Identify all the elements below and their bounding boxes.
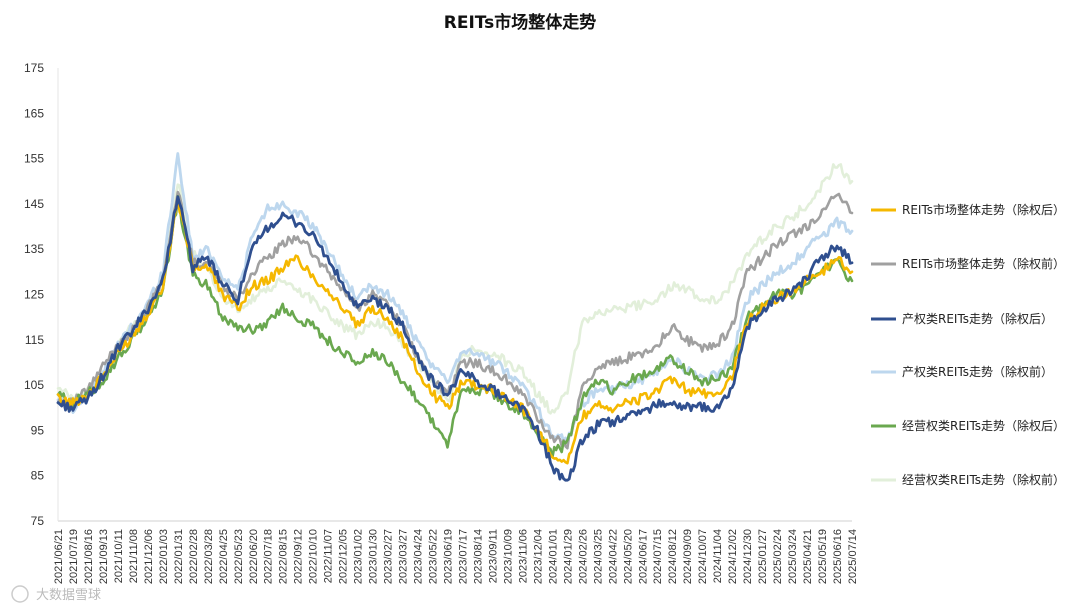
x-tick-label: 2023/10/09 (502, 529, 514, 584)
y-tick-label: 105 (24, 378, 44, 392)
x-tick-label: 2021/12/06 (143, 529, 155, 584)
x-tick-label: 2023/07/17 (457, 529, 469, 584)
x-tick-label: 2024/12/30 (742, 529, 754, 584)
x-tick-label: 2022/08/15 (278, 529, 290, 584)
y-tick-label: 175 (24, 61, 44, 75)
y-tick-label: 115 (25, 333, 44, 347)
y-axis-ticks: 75 85 95 105 115 125 135 145 155 165 175 (24, 61, 44, 528)
x-tick-label: 2022/12/05 (338, 529, 350, 584)
x-tick-label: 2022/01/03 (158, 529, 170, 584)
x-tick-label: 2025/04/21 (802, 529, 814, 584)
x-tick-label: 2023/02/27 (383, 529, 395, 584)
y-tick-label: 145 (24, 197, 44, 211)
x-tick-label: 2023/06/19 (443, 529, 455, 584)
series-lines (56, 152, 854, 482)
x-tick-label: 2024/09/09 (682, 529, 694, 584)
y-tick-label: 125 (24, 288, 44, 302)
y-tick-label: 155 (24, 152, 44, 166)
x-tick-label: 2024/03/25 (592, 529, 604, 584)
x-tick-label: 2022/01/31 (173, 529, 185, 584)
x-tick-label: 2023/05/22 (428, 529, 440, 584)
x-tick-label: 2023/01/02 (353, 529, 365, 584)
legend-label-1: REITs市场整体走势（除权前） (902, 256, 1065, 271)
x-tick-label: 2022/06/20 (248, 529, 260, 584)
legend-label-5: 经营权类REITs走势（除权前） (902, 472, 1065, 487)
y-tick-label: 75 (31, 514, 45, 528)
x-tick-label: 2023/11/06 (517, 529, 529, 583)
x-tick-label: 2021/10/11 (113, 529, 125, 583)
x-tick-label: 2022/09/12 (293, 529, 305, 584)
x-tick-label: 2024/12/02 (727, 529, 739, 584)
x-tick-label: 2025/07/14 (847, 529, 859, 584)
x-tick-label: 2022/02/28 (188, 529, 200, 584)
x-tick-label: 2025/02/24 (772, 529, 784, 584)
x-tick-label: 2024/07/15 (652, 529, 664, 584)
series-line-1 (56, 190, 854, 450)
legend-label-0: REITs市场整体走势（除权后） (902, 202, 1065, 217)
x-tick-label: 2021/11/08 (128, 529, 140, 583)
legend-label-3: 产权类REITs走势（除权前） (902, 364, 1053, 379)
x-tick-label: 2025/05/19 (817, 529, 829, 584)
y-tick-label: 85 (31, 469, 45, 483)
x-tick-label: 2024/01/01 (547, 529, 559, 584)
x-tick-label: 2023/04/24 (413, 529, 425, 584)
x-tick-label: 2024/06/17 (637, 529, 649, 584)
series-line-2 (56, 195, 854, 482)
series-line-4 (56, 195, 854, 459)
watermark-text: 大数据雪球 (36, 588, 101, 603)
series-line-3 (56, 152, 854, 444)
x-tick-label: 2021/06/21 (53, 529, 65, 584)
x-axis: 2021/06/21 2021/07/19 2021/08/16 2021/09/13… (53, 68, 859, 584)
x-tick-label: 2021/08/16 (83, 529, 95, 584)
x-tick-label: 2024/04/22 (607, 529, 619, 584)
x-tick-label: 2025/03/24 (787, 529, 799, 584)
x-tick-label: 2023/12/04 (532, 529, 544, 584)
x-tick-label: 2024/08/12 (667, 529, 679, 584)
y-tick-label: 165 (24, 106, 44, 120)
y-tick-label: 95 (31, 423, 45, 437)
x-tick-label: 2025/01/27 (757, 529, 769, 584)
x-tick-label: 2025/06/16 (832, 529, 844, 584)
chart-title: REITs市场整体走势 (444, 12, 597, 33)
series-line-0 (56, 197, 854, 465)
y-tick-label: 135 (24, 242, 44, 256)
x-tick-label: 2024/11/04 (712, 529, 724, 583)
x-tick-label: 2022/10/10 (308, 529, 320, 584)
x-tick-label: 2024/02/26 (577, 529, 589, 584)
x-tick-label: 2021/09/13 (98, 529, 110, 584)
x-tick-label: 2022/07/18 (263, 529, 275, 584)
x-tick-label: 2024/10/07 (697, 529, 709, 584)
x-tick-label: 2022/11/07 (323, 529, 335, 583)
legend-label-4: 经营权类REITs走势（除权后） (902, 418, 1065, 433)
watermark-logo-icon (11, 585, 29, 603)
legend-label-2: 产权类REITs走势（除权后） (902, 311, 1053, 326)
x-tick-label: 2024/05/20 (622, 529, 634, 584)
legend: REITs市场整体走势（除权后） REITs市场整体走势（除权前） 产权类REITs… (871, 202, 1065, 487)
x-tick-label: 2022/04/25 (218, 529, 230, 584)
x-tick-label: 2024/01/29 (562, 529, 574, 584)
x-tick-label: 2021/07/19 (68, 529, 80, 584)
x-tick-label: 2023/01/30 (368, 529, 380, 584)
x-tick-label: 2022/05/23 (233, 529, 245, 584)
x-tick-label: 2023/08/14 (472, 529, 484, 584)
x-tick-label: 2023/09/11 (487, 529, 499, 583)
x-tick-label: 2022/03/28 (203, 529, 215, 584)
watermark: 大数据雪球 (11, 585, 101, 603)
x-tick-label: 2023/03/27 (398, 529, 410, 584)
